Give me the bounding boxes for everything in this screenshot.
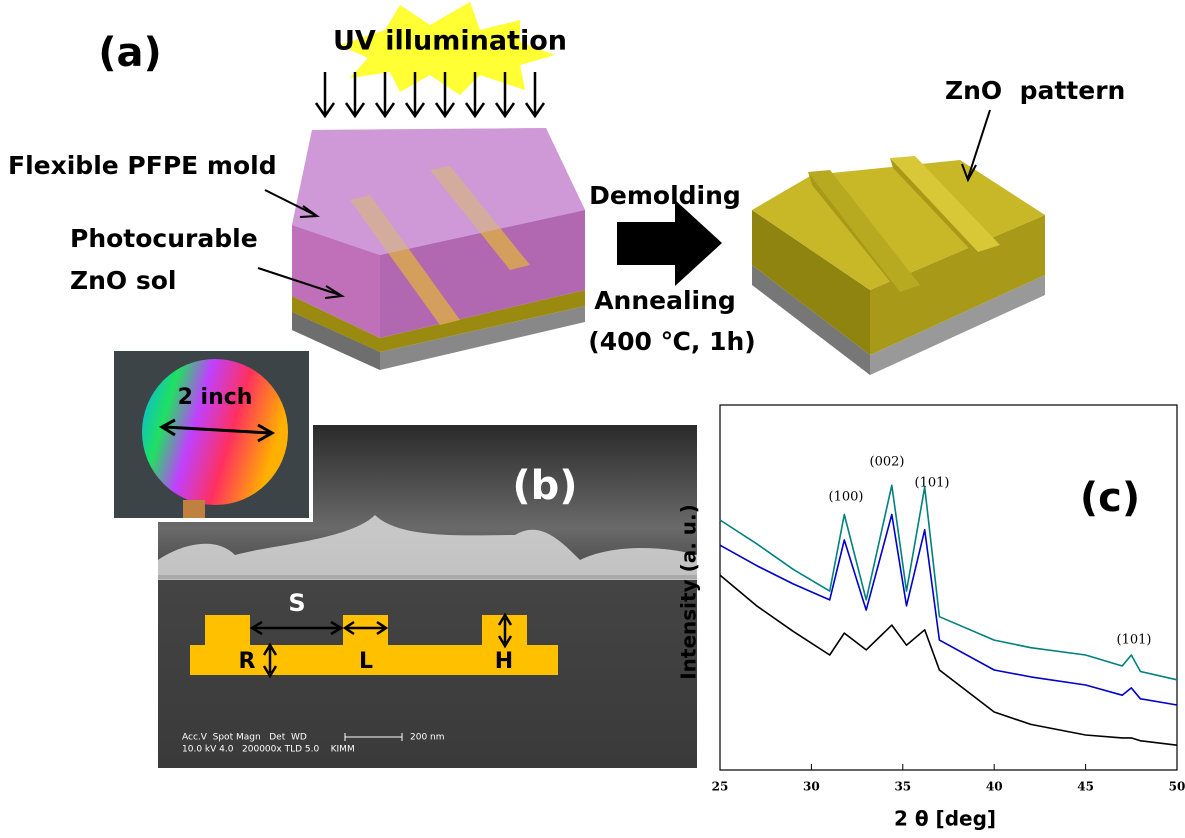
- mold-device: [292, 128, 585, 370]
- mold-label: Flexible PFPE mold: [8, 151, 277, 180]
- x-tick-label: 45: [1077, 780, 1094, 794]
- peak-label: (100): [829, 490, 864, 505]
- plot-frame: [720, 405, 1177, 770]
- dim-label: R: [239, 649, 256, 674]
- y-axis-label: Intensity (a. u.): [677, 504, 701, 680]
- panel-label: (a): [98, 30, 162, 76]
- step-condition: (400 ℃, 1h): [588, 327, 755, 356]
- dim-label: H: [495, 649, 513, 674]
- dim-label: L: [359, 649, 373, 674]
- peak-label: (101): [1117, 633, 1152, 648]
- step-label: Demolding: [589, 181, 741, 210]
- x-tick-label: 25: [712, 780, 729, 794]
- panel-label: (c): [1080, 475, 1140, 521]
- x-tick-label: 40: [986, 780, 1003, 794]
- sem-caption: Acc.V Spot Magn Det WD: [182, 733, 307, 743]
- scale-label: 200 nm: [410, 733, 445, 743]
- pattern-device: [752, 156, 1045, 375]
- pattern-label: ZnO pattern: [945, 76, 1125, 105]
- uv-label: UV illumination: [333, 26, 567, 57]
- x-tick-label: 30: [803, 780, 820, 794]
- xrd-chart: (c) 2 θ [deg] Intensity (a. u.) 25 30 35 40…: [677, 405, 1185, 831]
- peak-label: (002): [870, 455, 905, 470]
- xrd-curve: [720, 575, 1177, 745]
- process-arrow: [617, 200, 722, 286]
- panel-b: S R L H Acc.V Spot Magn Det WD 10.0 kV 4…: [110, 347, 697, 768]
- peak-label: (101): [915, 476, 950, 491]
- sol-label: Photocurable: [70, 224, 258, 253]
- sol-label: ZnO sol: [70, 266, 177, 295]
- sem-caption: 10.0 kV 4.0 200000x TLD 5.0 KIMM: [182, 745, 355, 755]
- dim-label: S: [288, 589, 305, 617]
- panel-label: (b): [512, 463, 577, 509]
- wafer-label: 2 inch: [178, 385, 253, 410]
- x-tick-label: 35: [894, 780, 911, 794]
- figure: (a) UV illumination Flexible PFPE mold P…: [0, 0, 1185, 838]
- panel-a: (a) UV illumination Flexible PFPE mold P…: [8, 2, 1125, 375]
- x-tick-label: 50: [1169, 780, 1185, 794]
- x-axis-label: 2 θ [deg]: [894, 807, 996, 831]
- step-label: Annealing: [594, 286, 736, 315]
